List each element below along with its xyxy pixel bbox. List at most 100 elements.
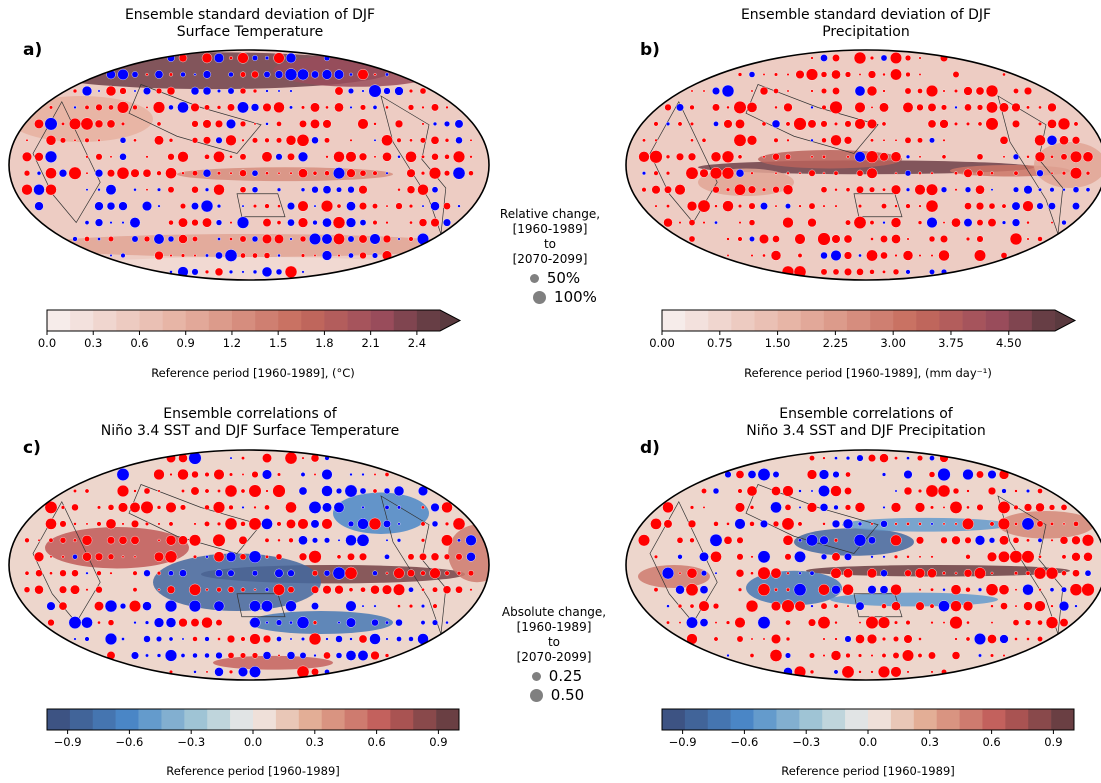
legend-marker-small xyxy=(531,672,541,681)
increase-marker xyxy=(1034,151,1046,163)
increase-marker xyxy=(276,521,282,527)
decrease-marker xyxy=(675,585,685,595)
increase-marker xyxy=(445,105,449,109)
decrease-marker xyxy=(726,653,730,658)
increase-marker xyxy=(432,586,438,593)
increase-marker xyxy=(1000,602,1008,610)
decrease-marker xyxy=(964,186,972,193)
decrease-marker xyxy=(84,636,90,642)
decrease-marker xyxy=(325,637,329,641)
increase-marker xyxy=(663,217,673,228)
decrease-marker xyxy=(296,616,310,629)
increase-marker xyxy=(190,102,200,112)
increase-marker xyxy=(142,168,152,178)
colorbar-swatch xyxy=(301,310,325,331)
decrease-marker xyxy=(116,468,130,481)
increase-marker xyxy=(421,154,425,159)
increase-marker xyxy=(964,103,972,112)
increase-marker xyxy=(735,470,745,479)
increase-marker xyxy=(45,135,57,146)
increase-marker xyxy=(686,567,698,579)
colorbar-swatch xyxy=(1005,709,1029,730)
increase-marker xyxy=(749,653,755,658)
decrease-marker xyxy=(321,233,333,245)
increase-marker xyxy=(664,103,672,112)
increase-marker xyxy=(409,220,413,225)
decrease-marker xyxy=(225,551,237,562)
increase-marker xyxy=(1034,600,1046,612)
increase-marker xyxy=(738,204,743,209)
increase-marker xyxy=(168,219,174,226)
decrease-marker xyxy=(1011,218,1021,227)
decrease-marker xyxy=(833,669,839,675)
increase-marker xyxy=(59,537,67,544)
colorbar-outline xyxy=(661,309,1077,332)
decrease-marker xyxy=(133,89,137,93)
increase-marker xyxy=(653,587,659,593)
decrease-marker xyxy=(830,249,842,261)
increase-marker xyxy=(157,588,161,592)
increase-marker xyxy=(417,183,429,196)
increase-marker xyxy=(382,151,392,162)
increase-marker xyxy=(420,538,426,543)
decrease-marker xyxy=(1037,537,1043,543)
increase-marker xyxy=(121,555,125,559)
colorbar-swatch xyxy=(913,709,937,730)
decrease-marker xyxy=(229,456,233,460)
increase-marker xyxy=(130,519,139,528)
decrease-marker xyxy=(215,219,223,226)
increase-marker xyxy=(239,153,247,161)
increase-marker xyxy=(939,119,949,129)
increase-marker xyxy=(930,505,935,510)
decrease-marker xyxy=(396,636,402,642)
increase-marker xyxy=(869,55,875,61)
increase-marker xyxy=(1022,200,1034,212)
decrease-marker xyxy=(1084,569,1092,577)
increase-marker xyxy=(324,170,330,176)
increase-marker xyxy=(202,136,211,145)
increase-marker xyxy=(1083,552,1093,562)
colorbar-swatch xyxy=(868,709,892,730)
decrease-marker xyxy=(250,103,260,112)
increase-marker xyxy=(821,104,827,110)
increase-marker xyxy=(145,188,149,192)
increase-marker xyxy=(287,586,295,594)
increase-marker xyxy=(48,537,54,543)
increase-marker xyxy=(950,584,962,596)
panel-b-title: Ensemble standard deviation of DJF Preci… xyxy=(740,7,992,40)
increase-marker xyxy=(165,167,177,179)
colorbar-swatch xyxy=(939,310,963,331)
increase-marker xyxy=(774,171,778,175)
decrease-marker xyxy=(297,68,309,81)
increase-marker xyxy=(894,253,898,258)
increase-marker xyxy=(785,619,791,626)
increase-marker xyxy=(227,586,235,594)
increase-marker xyxy=(1061,171,1067,176)
increase-marker xyxy=(71,503,79,512)
increase-marker xyxy=(784,504,792,511)
increase-marker xyxy=(905,620,911,626)
decrease-marker xyxy=(335,635,343,643)
decrease-marker xyxy=(109,254,113,257)
increase-marker xyxy=(806,469,818,480)
decrease-marker xyxy=(856,454,864,462)
increase-marker xyxy=(382,584,393,595)
increase-marker xyxy=(772,153,780,161)
decrease-marker xyxy=(143,635,151,643)
decrease-marker xyxy=(785,203,791,210)
decrease-marker xyxy=(844,552,852,561)
colorbar-extend-arrow xyxy=(1055,310,1075,331)
increase-marker xyxy=(902,649,915,662)
decrease-marker xyxy=(287,569,295,577)
map-panel-a xyxy=(8,49,490,281)
decrease-marker xyxy=(853,534,867,547)
decrease-marker xyxy=(121,221,125,225)
increase-marker xyxy=(1033,567,1047,580)
decrease-marker xyxy=(1022,584,1034,596)
increase-marker xyxy=(212,533,226,547)
decrease-marker xyxy=(385,637,389,641)
increase-marker xyxy=(904,87,912,95)
increase-marker xyxy=(204,488,210,494)
decrease-marker xyxy=(974,535,986,546)
decrease-marker xyxy=(857,521,863,527)
